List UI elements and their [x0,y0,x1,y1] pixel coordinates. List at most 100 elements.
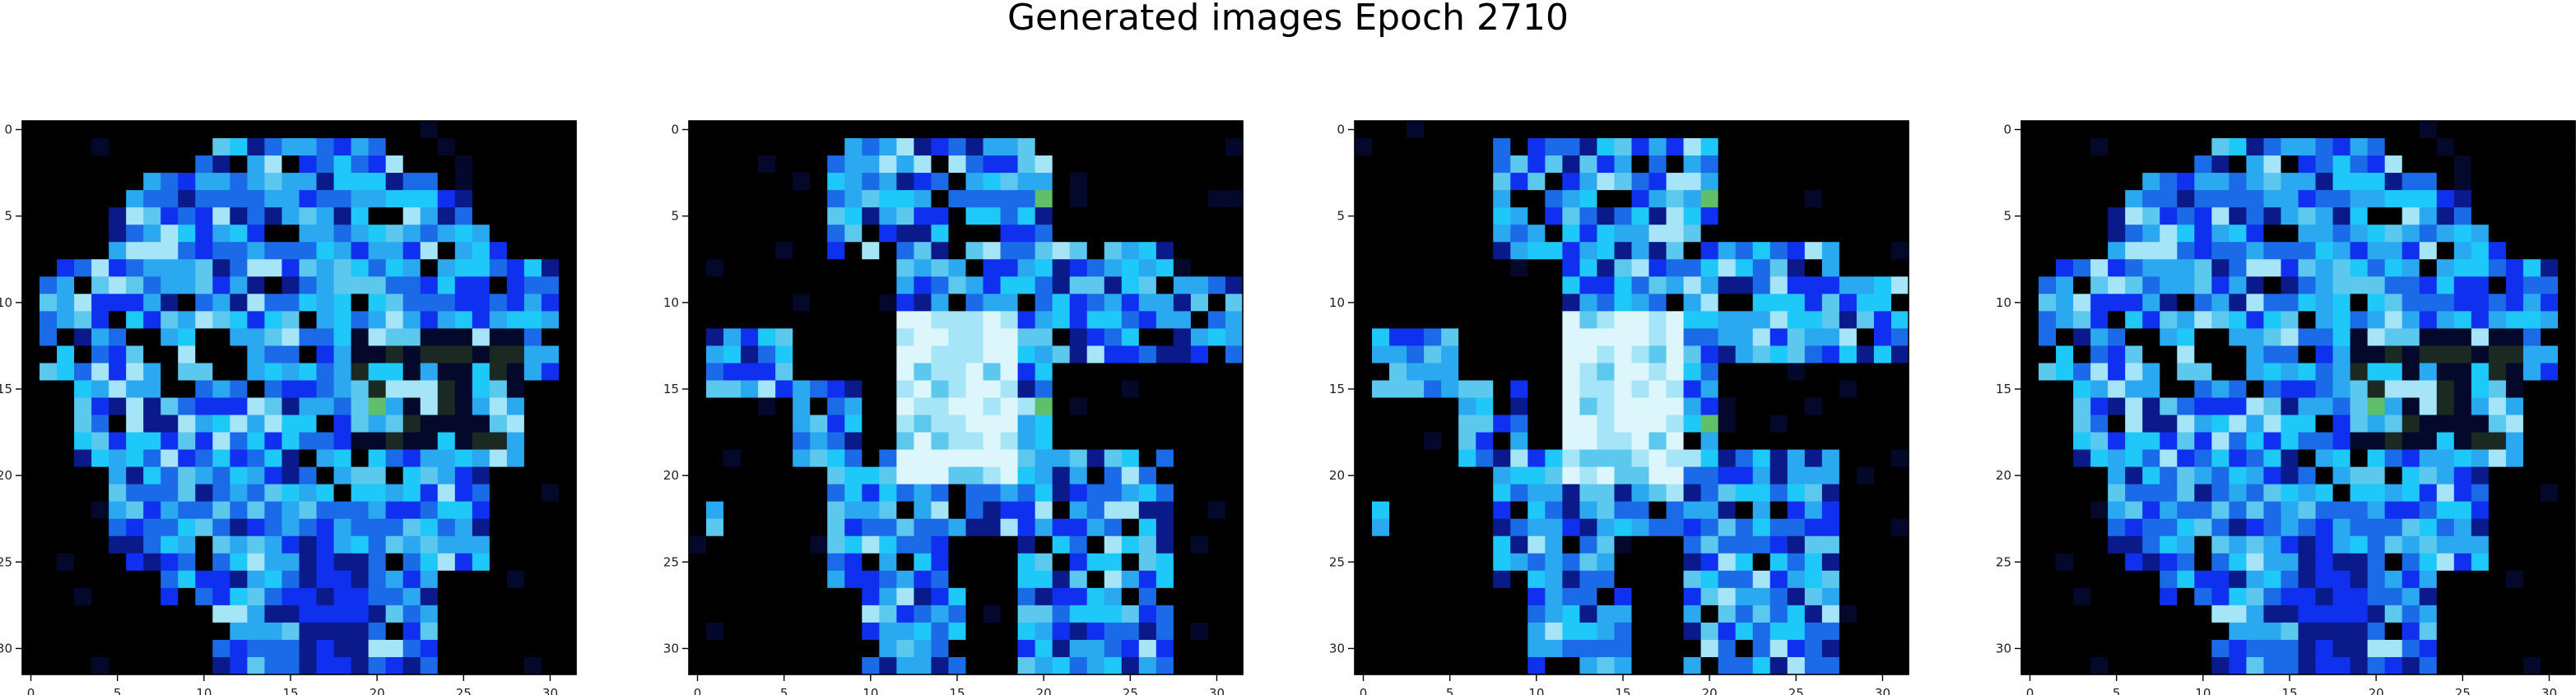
image-pixel [1207,276,1226,294]
image-pixel [1631,380,1650,399]
image-pixel [1372,311,1390,329]
image-pixel [2211,345,2230,364]
image-pixel [541,484,560,503]
image-pixel [1545,242,1563,260]
image-pixel [212,484,230,503]
image-pixel [914,518,932,537]
image-pixel [91,570,109,589]
image-pixel [247,363,266,382]
image-pixel [2436,397,2455,416]
image-pixel [2367,432,2386,451]
image-pixel [1631,501,1650,520]
image-pixel [2211,397,2230,416]
image-pixel [126,553,144,572]
image-pixel [2402,345,2420,364]
image-pixel [965,173,984,191]
image-pixel [931,656,950,675]
image-pixel [57,605,75,623]
image-pixel [1787,570,1806,589]
image-pixel [2402,190,2420,208]
image-pixel [2402,501,2420,520]
image-pixel [1735,242,1754,260]
image-pixel [2505,328,2524,347]
image-pixel [1735,415,1754,433]
image-pixel [1614,449,1633,468]
y-tick-label: 5 [1337,209,1345,224]
image-pixel [914,294,932,312]
image-pixel [2523,294,2541,312]
image-pixel [1597,294,1616,312]
image-pixel [143,484,161,503]
image-pixel [1190,587,1209,606]
image-pixel [506,155,525,174]
image-pixel [109,242,127,260]
image-pixel [1424,311,1442,329]
image-pixel [109,518,127,537]
image-pixel [109,138,127,156]
image-pixel [1052,535,1071,554]
y-tick-label: 30 [1996,641,2011,656]
image-pixel [844,207,863,225]
image-pixel [230,311,249,329]
image-pixel [247,276,266,294]
image-pixel [879,518,897,537]
image-pixel [810,276,828,294]
image-pixel [879,656,897,675]
image-pixel [2021,207,2039,225]
image-pixel [827,294,845,312]
image-pixel [1735,225,1754,243]
image-pixel [2436,484,2455,503]
image-pixel [1407,294,1425,312]
image-pixel [2263,190,2282,208]
image-pixel [1035,190,1053,208]
image-pixel [1683,535,1702,554]
image-pixel [1207,501,1226,520]
image-pixel [420,363,439,382]
image-pixel [126,432,144,451]
image-pixel [2419,518,2438,537]
image-pixel [160,449,179,468]
image-pixel [1000,294,1019,312]
image-pixel [1856,259,1875,277]
image-pixel [2419,570,2438,589]
image-pixel [57,570,75,589]
image-pixel [1052,484,1071,503]
image-pixel [2332,380,2351,399]
image-pixel [1545,328,1563,347]
image-pixel [368,432,387,451]
image-pixel [195,656,213,675]
image-pixel [1476,449,1494,468]
image-pixel [879,553,897,572]
image-pixel [2142,449,2160,468]
image-pixel [1493,605,1511,623]
image-pixel [827,155,845,174]
image-pixel [2298,622,2317,641]
image-pixel [195,328,213,347]
image-pixel [1372,639,1390,658]
image-pixel [351,225,370,243]
image-pixel [2471,259,2490,277]
image-pixel [281,311,300,329]
image-pixel [2108,311,2126,329]
image-pixel [2263,155,2282,174]
image-pixel [1510,432,1528,451]
image-pixel [1000,363,1019,382]
image-pixel [1121,622,1140,641]
image-pixel [2367,190,2386,208]
image-pixel [2073,535,2091,554]
image-pixel [2402,570,2420,589]
image-pixel [723,415,742,433]
image-pixel [1138,622,1157,641]
y-tick-label: 5 [4,209,12,224]
image-pixel [1752,535,1771,554]
image-pixel [1407,449,1425,468]
image-pixel [299,656,318,675]
image-pixel [2177,518,2195,537]
image-pixel [775,656,793,675]
image-pixel [333,449,352,468]
image-pixel [2281,639,2299,658]
image-pixel [1017,311,1036,329]
image-pixel [91,415,109,433]
image-pixel [758,397,776,416]
image-pixel [506,363,525,382]
